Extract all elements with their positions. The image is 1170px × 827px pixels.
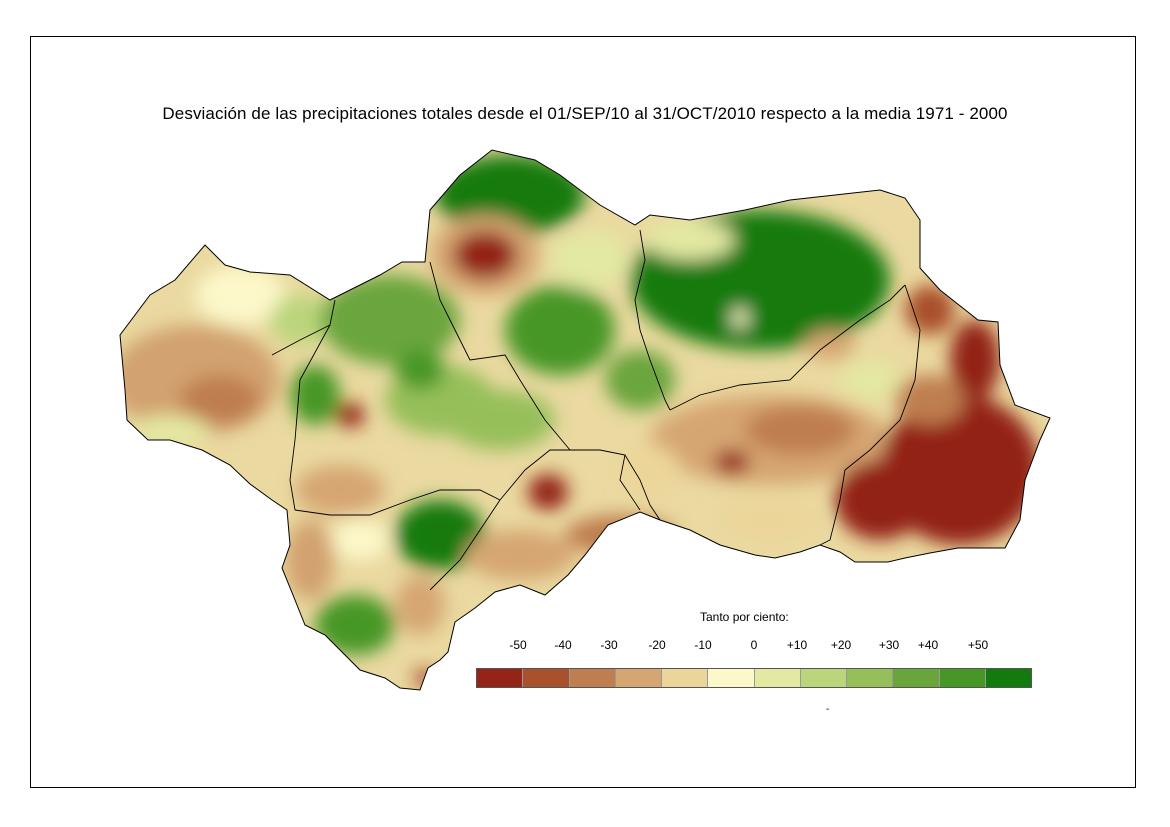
legend-swatch <box>754 669 801 687</box>
legend-title: Tanto por ciento: <box>700 610 789 624</box>
border-sevilla-malaga <box>499 449 570 501</box>
legend-tick: +10 <box>786 638 808 652</box>
border-huelva-sevilla <box>271 299 336 511</box>
legend-swatch <box>939 669 986 687</box>
legend-swatch <box>708 669 755 687</box>
legend-tick: -20 <box>648 638 666 652</box>
border-cadiz-malaga <box>429 499 501 591</box>
legend-swatch <box>847 669 894 687</box>
legend-tick: +30 <box>878 638 900 652</box>
legend-swatch <box>569 669 616 687</box>
legend-color-bar <box>476 668 1032 688</box>
legend-tick: +50 <box>967 638 989 652</box>
border-granada-almeria <box>819 284 921 546</box>
legend-tick: -40 <box>554 638 572 652</box>
legend-footnote: - <box>826 704 830 715</box>
legend-tick: +20 <box>830 638 852 652</box>
legend-swatch <box>615 669 662 687</box>
precipitation-field <box>120 150 1050 690</box>
legend-swatch <box>477 669 524 687</box>
legend-swatch <box>800 669 847 687</box>
border-sevilla-cordoba <box>429 261 571 451</box>
legend-tick: -10 <box>694 638 712 652</box>
legend-swatch <box>985 669 1031 687</box>
legend-swatch <box>893 669 940 687</box>
border-malaga-granada <box>624 454 661 521</box>
legend-tick: 0 <box>750 638 758 652</box>
legend-swatch <box>523 669 570 687</box>
legend-tick: -30 <box>600 638 618 652</box>
border-cordoba-jaen <box>634 229 671 411</box>
legend-swatch <box>662 669 709 687</box>
province-borders <box>271 229 921 591</box>
map-title: Desviación de las precipitaciones totale… <box>162 104 1008 123</box>
legend-tick: -50 <box>509 638 527 652</box>
border-sevilla-cadiz <box>294 489 501 516</box>
legend-tick: +40 <box>917 638 939 652</box>
border-jaen-granada <box>669 284 906 411</box>
